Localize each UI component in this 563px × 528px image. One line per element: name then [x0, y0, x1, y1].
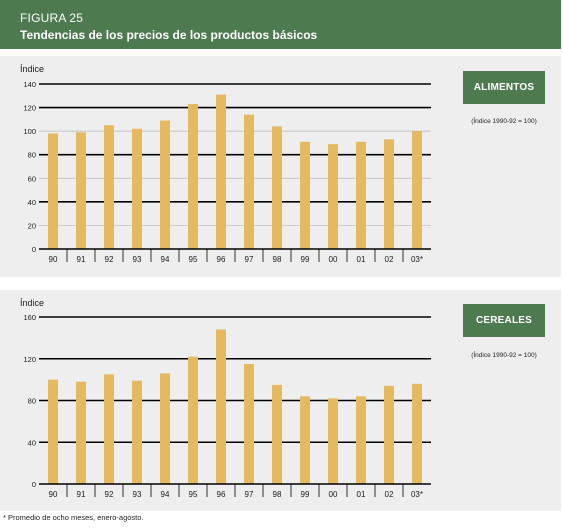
- food-series-tag: ALIMENTOS: [463, 71, 545, 104]
- food-y-tick-label: 100: [23, 127, 36, 136]
- cereal-bar-90: [48, 379, 58, 484]
- food-x-tick-label: 93: [133, 255, 142, 264]
- food-bar-92: [104, 125, 114, 249]
- cereal-bar-92: [104, 374, 114, 484]
- cereal-y-tick-label: 120: [23, 355, 36, 364]
- cereal-x-tick-label: 97: [245, 490, 254, 499]
- cereal-x-tick-label: 90: [49, 490, 58, 499]
- cereal-series-tag: CEREALES: [463, 304, 545, 337]
- food-x-tick-label: 00: [329, 255, 338, 264]
- cereal-index-note: (Índice 1990-92 = 100): [471, 352, 537, 359]
- figure-label: FIGURA 25: [20, 11, 84, 25]
- food-y-tick-label: 0: [32, 245, 36, 254]
- cereal-bar-91: [76, 381, 86, 484]
- cereal-bar-97: [244, 363, 254, 484]
- cereal-x-tick-label: 98: [273, 490, 282, 499]
- cereal-x-tick-label: 00: [329, 490, 338, 499]
- cereal-x-tick-label: 96: [217, 490, 226, 499]
- cereal-bar-01: [356, 396, 366, 484]
- cereal-x-tick-label: 95: [189, 490, 198, 499]
- food-x-tick-label: 03*: [411, 255, 423, 264]
- food-y-tick-label: 80: [28, 151, 36, 160]
- cereal-x-tick-label: 93: [133, 490, 142, 499]
- cereal-y-tick-label: 80: [28, 397, 36, 406]
- cereal-bar-02: [384, 385, 394, 484]
- cereal-x-tick-label: 92: [105, 490, 114, 499]
- figure-header: FIGURA 25 Tendencias de los precios de l…: [0, 0, 561, 49]
- food-bar-97: [244, 114, 254, 249]
- cereal-price-panel: Índice 0 40 80 120 160 90 91 92 93 94 95 96 97 98 99 00 0…: [0, 290, 561, 511]
- cereal-bar-03: [412, 383, 422, 484]
- cereal-y-axis-label: Índice: [20, 298, 44, 308]
- food-x-tick-label: 96: [217, 255, 226, 264]
- cereal-y-tick-label: 0: [32, 480, 36, 489]
- cereal-bar-93: [132, 380, 142, 484]
- cereal-bar-00: [328, 398, 338, 484]
- cereal-x-tick-label: 03*: [411, 490, 423, 499]
- food-price-panel: Índice 0 20 40 60 80 100 120 140 90 91 92 93 94 95 96 97…: [0, 56, 561, 277]
- food-x-tick-label: 01: [357, 255, 366, 264]
- food-bar-00: [328, 144, 338, 249]
- food-y-tick-label: 20: [28, 221, 36, 230]
- figure-title: Tendencias de los precios de los product…: [20, 28, 318, 42]
- food-bar-94: [160, 120, 170, 250]
- food-x-tick-label: 92: [105, 255, 114, 264]
- cereal-bar-99: [300, 396, 310, 484]
- cereal-x-tick-label: 01: [357, 490, 366, 499]
- food-x-tick-label: 98: [273, 255, 282, 264]
- cereal-bar-96: [216, 329, 226, 484]
- food-x-tick-label: 02: [385, 255, 394, 264]
- food-bar-98: [272, 126, 282, 249]
- cereal-price-chart: Índice 0 40 80 120 160 90 91 92 93 94 95 96 97 98 99 00 0…: [20, 298, 431, 499]
- cereal-bar-94: [160, 373, 170, 484]
- food-x-tick-label: 99: [301, 255, 310, 264]
- cereal-y-tick-label: 40: [28, 438, 36, 447]
- food-y-tick-label: 140: [23, 80, 36, 89]
- cereal-bar-98: [272, 384, 282, 484]
- food-bar-03: [412, 131, 422, 249]
- cereal-x-tick-label: 94: [161, 490, 170, 499]
- food-y-axis-label: Índice: [20, 64, 44, 74]
- food-x-tick-label: 90: [49, 255, 58, 264]
- food-bar-90: [48, 133, 58, 249]
- cereal-x-tick-label: 99: [301, 490, 310, 499]
- food-y-tick-label: 40: [28, 198, 36, 207]
- food-index-note: (Índice 1990-92 = 100): [471, 118, 537, 125]
- cereal-x-tick-label: 91: [77, 490, 86, 499]
- food-x-tick-label: 95: [189, 255, 198, 264]
- cereal-x-tick-label: 02: [385, 490, 394, 499]
- food-x-tick-label: 94: [161, 255, 170, 264]
- food-y-tick-label: 60: [28, 174, 36, 183]
- food-x-tick-label: 91: [77, 255, 86, 264]
- food-x-tick-label: 97: [245, 255, 254, 264]
- food-bar-93: [132, 128, 142, 249]
- cereal-bar-95: [188, 356, 198, 484]
- food-y-tick-label: 120: [23, 104, 36, 113]
- food-bar-91: [76, 132, 86, 249]
- food-bar-95: [188, 104, 198, 250]
- food-bar-99: [300, 141, 310, 249]
- food-bar-96: [216, 94, 226, 249]
- cereal-y-tick-label: 160: [23, 313, 36, 322]
- footnote: * Promedio de ocho meses, enero-agosto.: [3, 513, 144, 522]
- food-bar-02: [384, 139, 394, 249]
- food-bar-01: [356, 141, 366, 249]
